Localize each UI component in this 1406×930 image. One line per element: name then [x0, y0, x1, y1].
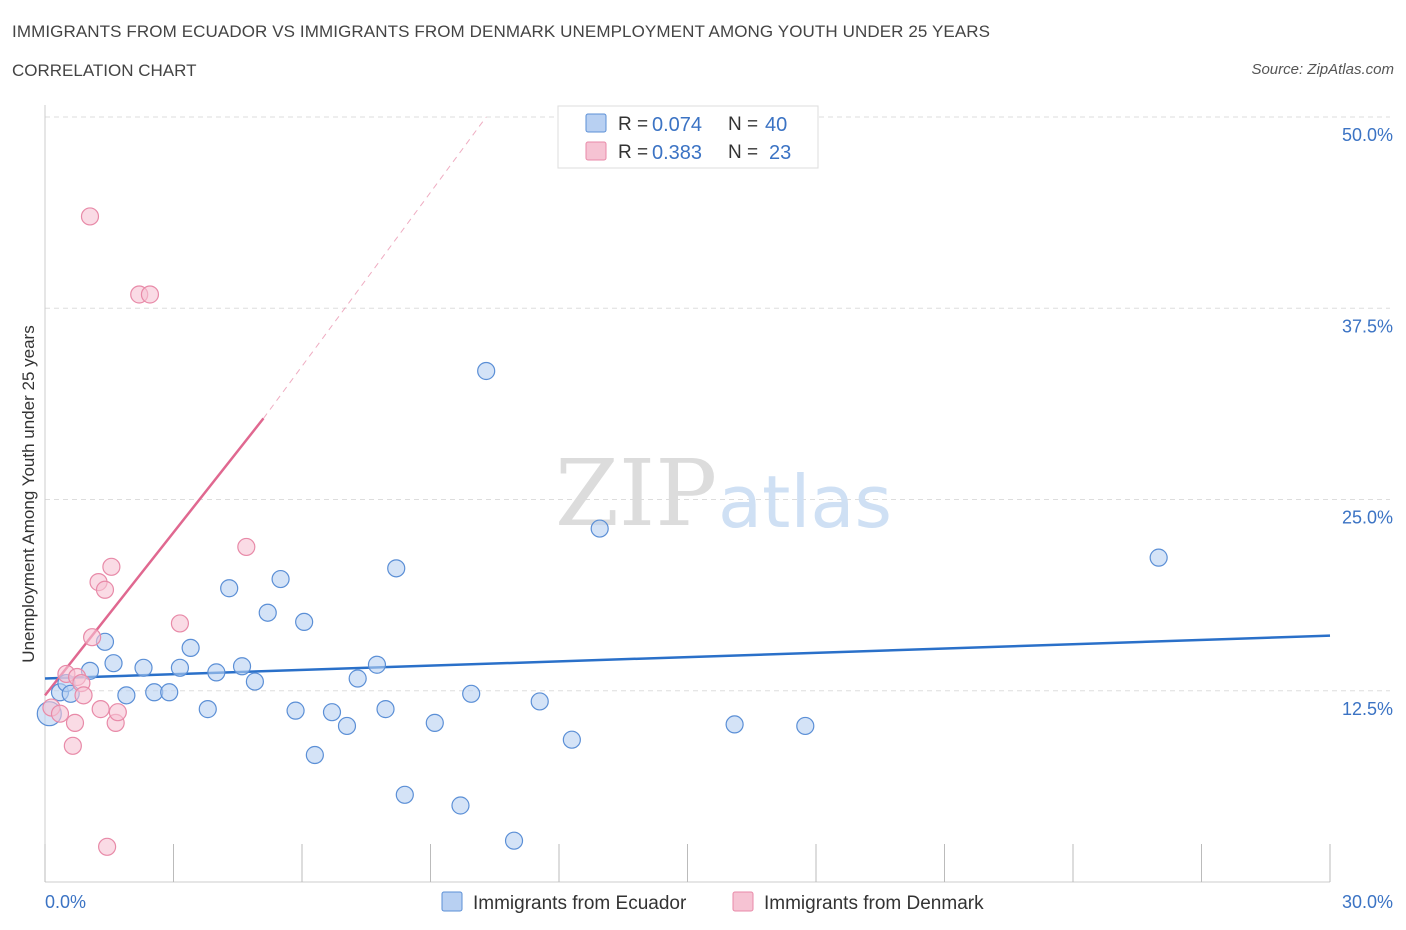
series-legend: Immigrants from Ecuador Immigrants from … [441, 891, 984, 914]
chart-subtitle: CORRELATION CHART [12, 61, 197, 80]
series-legend-label-ecuador: Immigrants from Ecuador [473, 893, 687, 914]
point-pink [65, 713, 85, 732]
point-blue [160, 683, 179, 702]
y-tick-label: 25.0% [1342, 508, 1393, 528]
point-blue [271, 569, 290, 589]
legend-r-label-denmark: R = [618, 142, 648, 163]
point-pink [91, 700, 110, 719]
watermark-zip: ZIP [555, 440, 717, 547]
point-blue [245, 672, 264, 691]
point-blue [198, 700, 217, 719]
series-legend-swatch-ecuador [441, 891, 463, 912]
legend-swatch-denmark [585, 141, 607, 161]
x-tick-label: 0.0% [45, 892, 86, 912]
legend-n-value-ecuador: 40 [765, 114, 787, 136]
point-blue [286, 701, 305, 720]
legend-n-label-denmark: N = [728, 142, 758, 163]
point-blue [725, 715, 744, 734]
point-pink [140, 285, 160, 304]
point-pink [102, 557, 121, 576]
point-pink [98, 837, 117, 856]
trend-extension-pink [263, 116, 487, 419]
trend-line-blue [44, 634, 1331, 680]
watermark-atlas: atlas [718, 460, 892, 544]
point-blue [117, 686, 136, 705]
legend-n-value-denmark: 23 [769, 142, 791, 164]
point-blue [504, 831, 524, 850]
y-axis-label: Unemployment Among Youth under 25 years [19, 325, 38, 662]
point-blue [387, 559, 406, 578]
legend-swatch-ecuador [585, 113, 607, 133]
point-blue [348, 669, 367, 688]
point-pink [108, 703, 127, 722]
point-blue [376, 700, 395, 719]
axes [44, 105, 1331, 883]
point-blue [530, 692, 549, 711]
trend-line-pink [44, 417, 265, 697]
x-tick-label: 30.0% [1342, 892, 1393, 912]
legend-r-value-denmark: 0.383 [652, 142, 702, 164]
point-pink [50, 704, 70, 723]
legend-r-value-ecuador: 0.074 [652, 114, 702, 136]
series-legend-label-denmark: Immigrants from Denmark [764, 893, 984, 914]
point-blue [104, 654, 123, 673]
chart-title: IMMIGRANTS FROM ECUADOR VS IMMIGRANTS FR… [12, 22, 991, 41]
grid-lines [45, 116, 1390, 692]
point-blue [232, 657, 252, 676]
point-blue [1149, 548, 1168, 567]
point-pink [237, 537, 256, 557]
point-blue [425, 713, 444, 732]
point-blue [337, 716, 357, 736]
point-pink [80, 207, 100, 226]
point-blue [477, 361, 496, 381]
point-blue [170, 658, 190, 677]
trend-lines [44, 116, 1331, 697]
point-blue [220, 579, 239, 598]
tick-labels: 12.5% 25.0% 37.5% 50.0% 0.0% 30.0% [45, 125, 1393, 912]
watermark: ZIP atlas [555, 440, 892, 547]
point-blue [258, 603, 277, 622]
point-blue [295, 612, 314, 632]
legend-r-label-ecuador: R = [618, 114, 648, 135]
point-blue [367, 655, 387, 674]
stats-legend: R = 0.074 N = 40 R = 0.383 N = 23 [557, 105, 819, 169]
point-pink [170, 614, 190, 633]
point-blue [305, 745, 324, 765]
point-pink [83, 628, 102, 647]
point-blue [395, 785, 414, 804]
y-tick-label: 12.5% [1342, 699, 1393, 719]
legend-n-label-ecuador: N = [728, 114, 758, 135]
series-legend-swatch-denmark [732, 891, 754, 912]
point-blue [796, 716, 815, 736]
point-blue [451, 796, 470, 815]
data-points [36, 207, 1168, 856]
source-credit: Source: ZipAtlas.com [1251, 61, 1394, 78]
point-pink [95, 580, 115, 599]
point-pink [74, 686, 93, 705]
y-tick-label: 37.5% [1342, 316, 1393, 336]
y-tick-label: 50.0% [1342, 125, 1393, 145]
point-pink [63, 736, 82, 755]
point-blue [322, 703, 342, 722]
point-blue [181, 638, 200, 658]
point-blue [207, 663, 226, 682]
point-blue [462, 684, 481, 703]
point-blue [590, 519, 609, 538]
point-blue [134, 658, 153, 677]
point-blue [562, 730, 581, 749]
